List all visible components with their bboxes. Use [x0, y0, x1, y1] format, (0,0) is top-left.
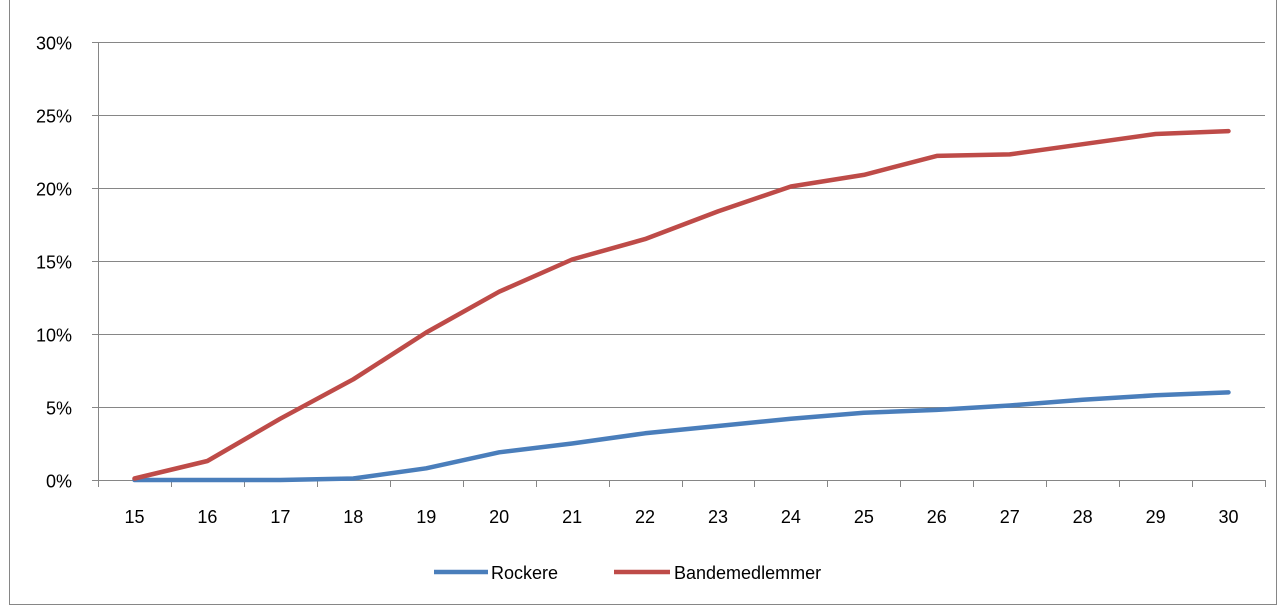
series-lines: [132, 128, 1231, 483]
x-tick-label: 25: [854, 507, 874, 527]
x-tick-label: 18: [343, 507, 363, 527]
x-tick-label: 26: [927, 507, 947, 527]
legend: Rockere Bandemedlemmer: [434, 563, 821, 583]
x-tick-label: 20: [489, 507, 509, 527]
x-tick-label: 27: [1000, 507, 1020, 527]
y-tick-label: 0%: [46, 472, 72, 492]
y-tick-label: 5%: [46, 399, 72, 419]
y-tick-label: 25%: [36, 107, 72, 127]
series-line-bandemedlemmer: [132, 128, 1231, 481]
x-tick-label: 16: [197, 507, 217, 527]
gridlines: [98, 42, 1265, 408]
y-tick-label: 15%: [36, 253, 72, 273]
y-tick-label: 20%: [36, 180, 72, 200]
x-tick-label: 24: [781, 507, 801, 527]
x-tick-label: 29: [1146, 507, 1166, 527]
axes: 0% 5% 10% 15% 20% 25% 30% 15 16 17 18 19 20 21 22 23 24 2…: [36, 34, 1266, 527]
y-tick-label: 30%: [36, 34, 72, 54]
x-tick-label: 28: [1073, 507, 1093, 527]
x-tick-label: 15: [124, 507, 144, 527]
x-tick-label: 30: [1219, 507, 1239, 527]
x-tick-label: 17: [270, 507, 290, 527]
x-tick-label: 23: [708, 507, 728, 527]
x-tick-label: 21: [562, 507, 582, 527]
y-tick-label: 10%: [36, 326, 72, 346]
legend-label-rockere: Rockere: [491, 563, 558, 583]
x-tick-label: 22: [635, 507, 655, 527]
x-tick-label: 19: [416, 507, 436, 527]
series-line-rockere: [132, 390, 1231, 483]
legend-label-bandemedlemmer: Bandemedlemmer: [674, 563, 821, 583]
